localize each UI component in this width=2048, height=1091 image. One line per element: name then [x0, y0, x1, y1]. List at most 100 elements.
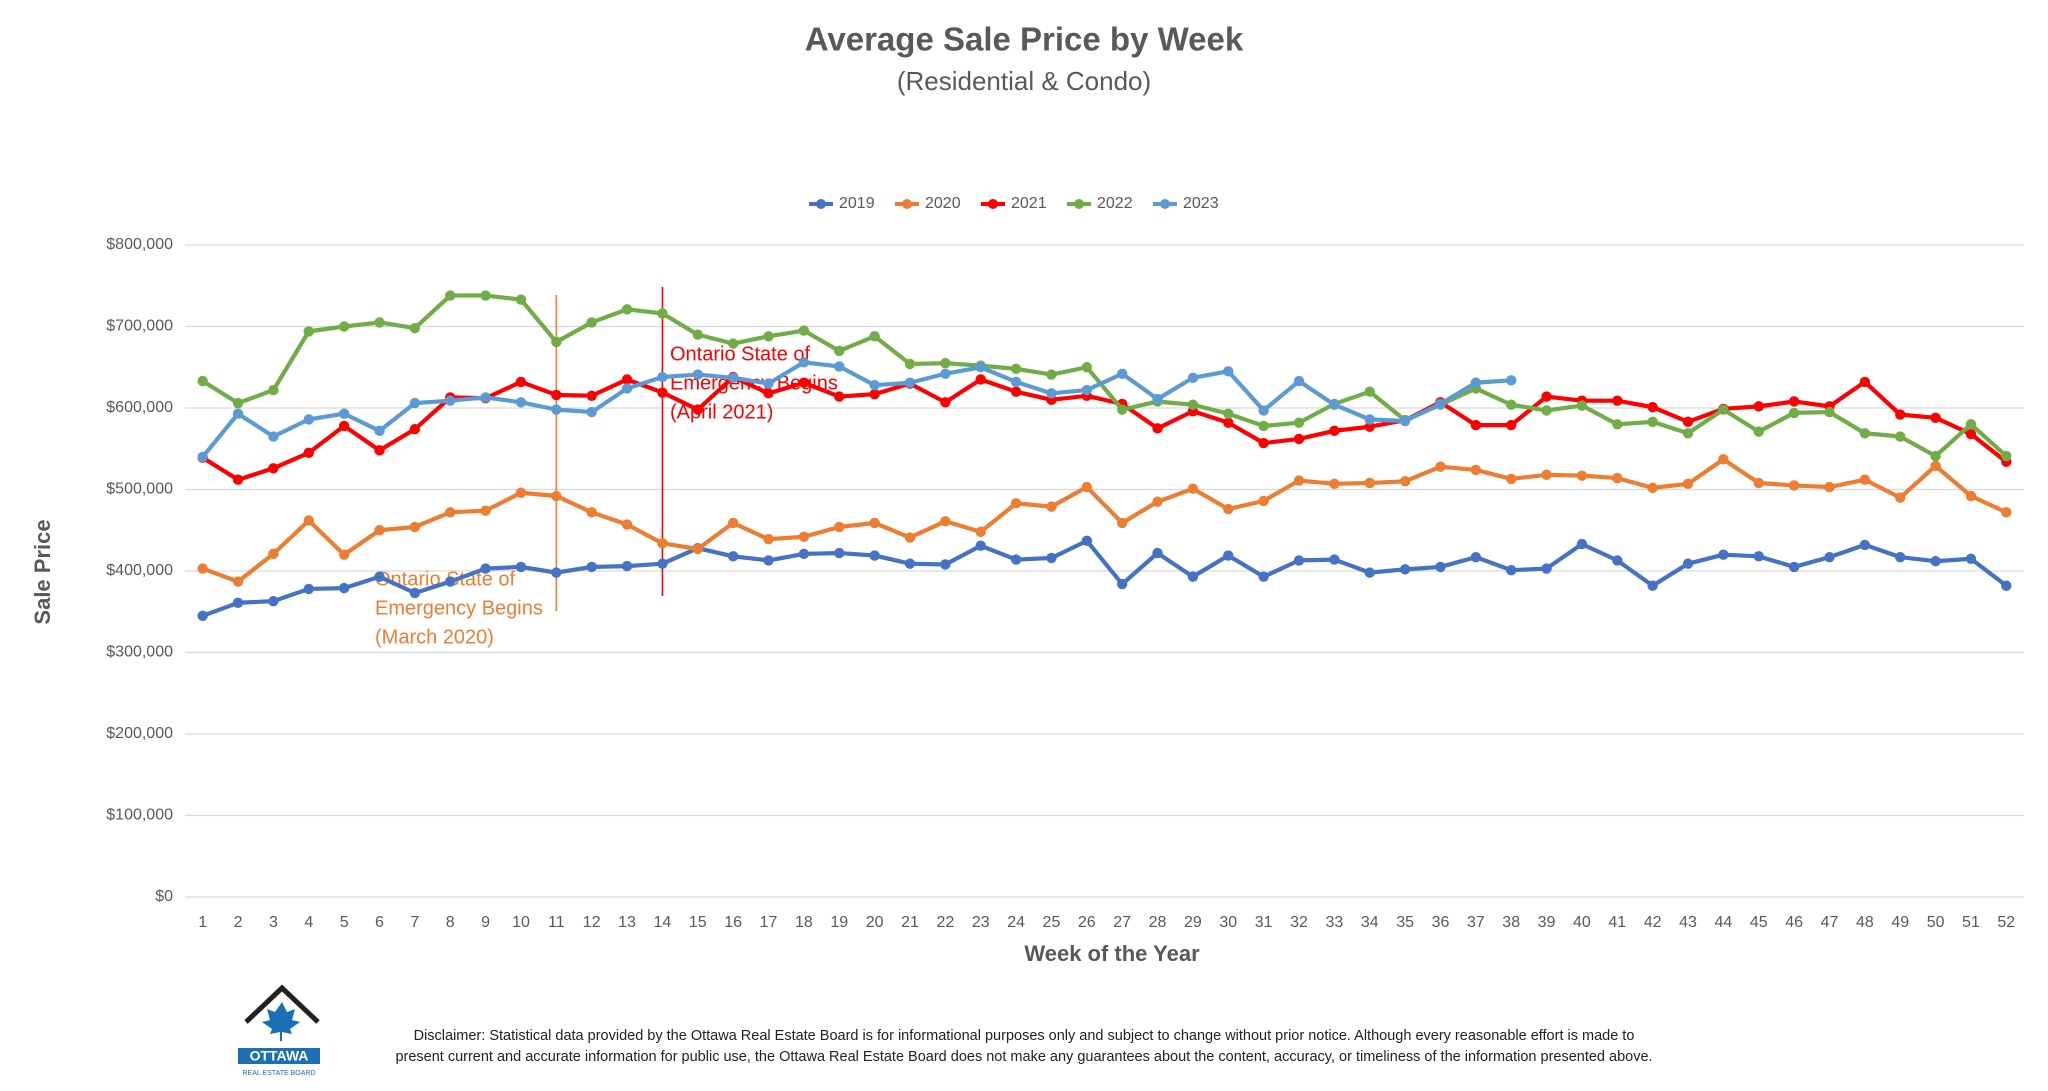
data-point [798, 357, 810, 368]
data-point [621, 383, 633, 394]
data-point [621, 374, 633, 385]
data-point [1399, 564, 1411, 575]
data-point [1258, 571, 1269, 582]
data-point [692, 329, 703, 340]
data-point [586, 390, 597, 401]
x-tick-label: 28 [1149, 914, 1167, 931]
data-point [1364, 421, 1375, 432]
x-tick-label: 24 [1007, 914, 1025, 931]
x-tick-label: 6 [375, 914, 384, 931]
x-tick-label: 38 [1502, 914, 1520, 931]
data-point [940, 368, 951, 379]
data-point [657, 558, 668, 569]
data-point [1435, 561, 1446, 573]
y-tick-label: $500,000 [106, 481, 173, 498]
data-point [1399, 415, 1411, 427]
data-point [692, 369, 703, 380]
data-point [1576, 538, 1588, 550]
data-point [1753, 477, 1764, 489]
data-point [1930, 412, 1941, 423]
legend-label: 2022 [1097, 195, 1133, 212]
x-tick-label: 40 [1573, 914, 1591, 931]
data-point [1470, 464, 1482, 476]
data-point [374, 445, 385, 456]
data-point [268, 384, 279, 396]
disclaimer-line: present current and accurate information… [395, 1049, 1652, 1065]
logo-leaf [262, 1002, 300, 1041]
data-point [763, 388, 774, 399]
data-point [409, 521, 421, 533]
data-point [798, 548, 810, 560]
data-point [1788, 480, 1800, 491]
data-point [409, 587, 421, 599]
legend-label: 2021 [1011, 195, 1047, 212]
y-axis-title: Sale Price [30, 519, 55, 624]
x-tick-label: 46 [1785, 914, 1803, 931]
data-point [727, 338, 739, 349]
data-point [1152, 547, 1163, 559]
data-point [1293, 375, 1305, 387]
data-point [869, 379, 880, 391]
x-tick-label: 22 [936, 914, 954, 931]
data-point [940, 357, 951, 369]
data-point [1895, 492, 1906, 503]
data-point [657, 371, 668, 383]
data-point [798, 325, 810, 336]
disclaimer-line: Disclaimer: Statistical data provided by… [414, 1028, 1635, 1044]
data-point [1859, 376, 1871, 388]
data-point [268, 595, 279, 607]
data-point [1576, 470, 1588, 481]
data-point [445, 576, 456, 587]
series [197, 290, 2012, 462]
data-point [657, 538, 668, 549]
x-tick-label: 14 [654, 914, 672, 931]
data-point [232, 408, 244, 419]
data-point [869, 331, 880, 342]
data-point [975, 526, 986, 538]
x-tick-label: 20 [866, 914, 884, 931]
annotation-text: Ontario State of [375, 568, 516, 590]
data-point [1647, 482, 1658, 494]
data-point [975, 374, 986, 385]
data-point [1187, 483, 1199, 494]
legend: 2019 2020 2021 2022 2023 [809, 195, 1219, 212]
data-point [1010, 363, 1022, 375]
series-line [201, 457, 2008, 584]
data-point [1753, 401, 1764, 412]
x-tick-label: 37 [1467, 914, 1485, 931]
legend-label: 2020 [925, 195, 961, 212]
legend-label: 2023 [1183, 195, 1219, 212]
x-tick-label: 1 [198, 914, 207, 931]
x-tick-label: 52 [1997, 914, 2015, 931]
data-point [1293, 555, 1305, 566]
data-point [904, 558, 916, 569]
logo-name: OTTAWA [250, 1048, 309, 1064]
x-tick-label: 33 [1325, 914, 1343, 931]
x-tick-label: 8 [446, 914, 455, 931]
data-point [1718, 549, 1729, 560]
data-point [1258, 420, 1269, 432]
data-point [904, 532, 916, 543]
data-point [1965, 490, 1977, 502]
data-point [268, 431, 279, 442]
logo: OTTAWA REAL ESTATE BOARD [238, 984, 320, 1077]
data-point [1682, 428, 1694, 439]
data-point [692, 404, 703, 415]
legend-marker [1160, 199, 1170, 209]
x-tick-label: 12 [583, 914, 601, 931]
data-point [1329, 399, 1340, 410]
data-point [445, 507, 456, 518]
data-point [1329, 478, 1340, 489]
data-point [1541, 563, 1552, 574]
data-point [1612, 555, 1623, 566]
data-point [727, 551, 739, 562]
data-point [1930, 450, 1941, 462]
x-tick-label: 21 [901, 914, 919, 931]
data-point [1116, 517, 1128, 529]
x-tick-label: 29 [1184, 914, 1202, 931]
chart-subtitle: (Residential & Condo) [897, 66, 1151, 96]
data-point [1223, 408, 1234, 419]
data-point [1576, 400, 1588, 411]
data-point [1718, 454, 1729, 465]
data-point [1081, 362, 1093, 373]
